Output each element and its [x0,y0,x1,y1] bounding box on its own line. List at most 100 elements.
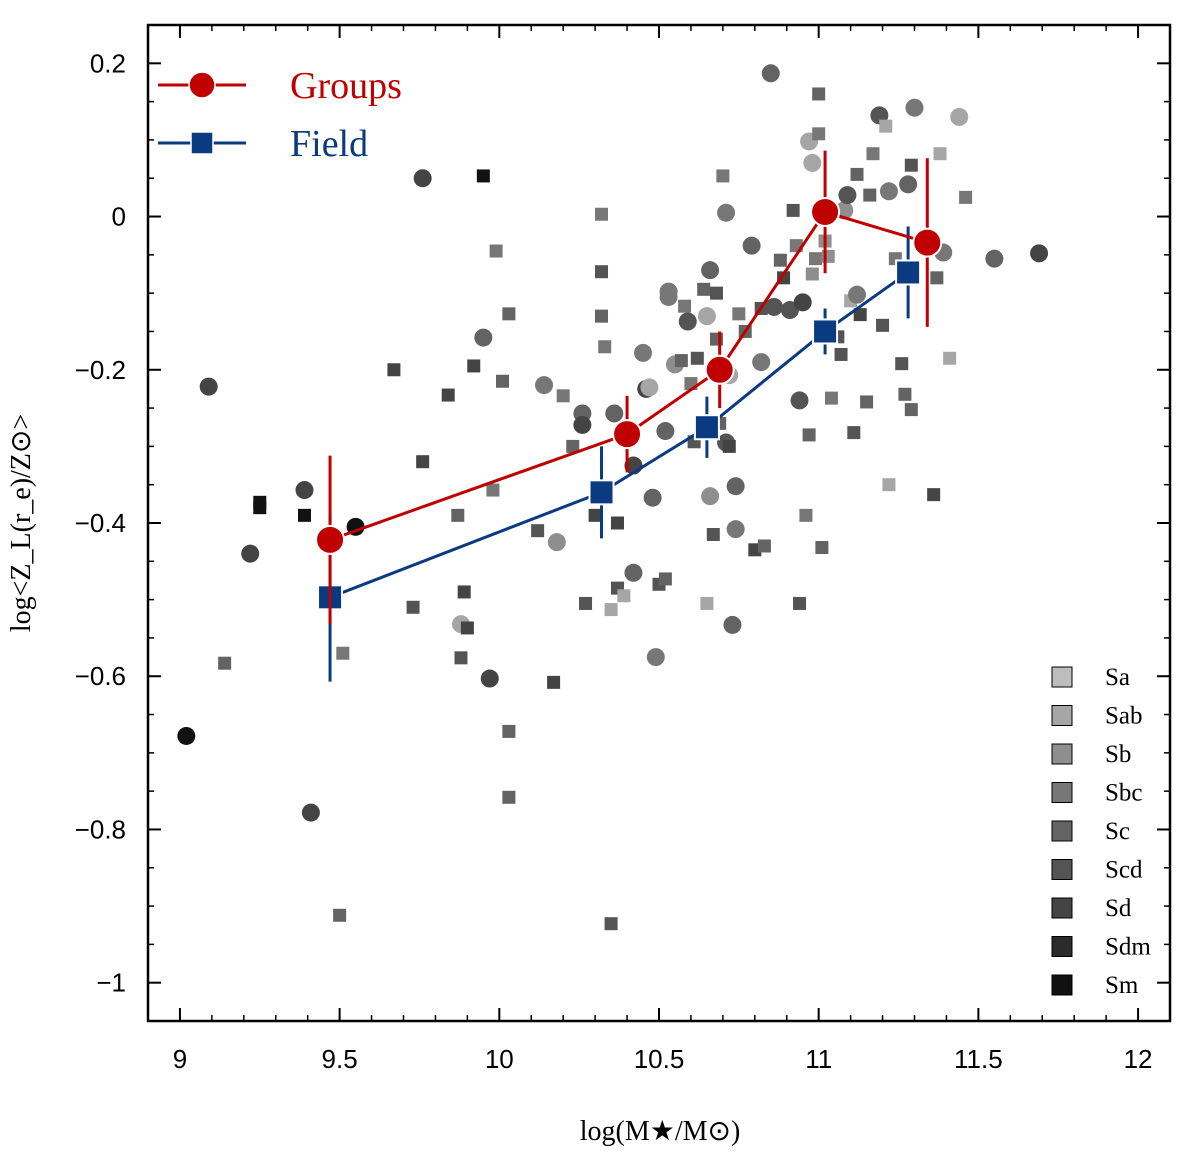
galaxy-point-54 [634,343,653,362]
morph-label-sab: Sab [1105,703,1143,730]
galaxy-point-97 [773,253,787,267]
galaxy-point-82 [717,203,736,222]
groups-line [329,210,928,542]
galaxy-point-1 [199,377,218,396]
morph-swatch-sd [1051,897,1073,919]
galaxy-point-147 [959,190,973,204]
galaxy-point-63 [659,287,678,306]
galaxy-point-128 [866,147,880,161]
galaxy-point-100 [786,203,800,217]
x-tick-label: 10.5 [634,1044,685,1074]
galaxy-point-134 [895,357,909,371]
groups-point [704,354,735,385]
galaxy-point-60 [658,572,672,586]
galaxy-point-40 [579,596,593,610]
galaxy-point-111 [812,87,826,101]
y-axis-title: log<Z_L(r_e)/Z⊙> [6,414,37,632]
galaxy-point-44 [595,309,609,323]
morph-swatch-sab [1051,705,1073,726]
y-tick-label: −0.4 [75,508,126,538]
galaxy-point-14 [413,169,432,188]
morph-label-sd: Sd [1105,895,1132,922]
groups-point [912,227,943,258]
galaxy-point-25 [480,669,499,688]
morph-swatch-sa [1051,666,1073,688]
galaxy-point-146 [950,107,969,126]
galaxy-point-27 [489,244,503,258]
galaxy-point-67 [678,312,697,331]
galaxy-point-21 [460,621,474,635]
galaxy-point-61 [656,422,675,441]
galaxy-point-66 [678,299,692,313]
galaxy-point-30 [502,724,516,738]
y-tick-label: −0.2 [75,355,126,385]
morph-label-sm: Sm [1105,972,1139,999]
plot-frame [146,23,1172,1023]
galaxy-point-65 [674,354,688,368]
galaxy-point-58 [646,648,665,667]
galaxy-point-109 [805,267,819,281]
morph-swatch-sb [1051,743,1073,765]
series-legend: Groups Field [158,65,402,165]
galaxy-point-131 [879,119,893,133]
galaxy-point-16 [441,388,455,402]
galaxy-point-138 [904,403,918,417]
galaxy-point-5 [253,501,267,515]
galaxy-point-2 [218,656,232,670]
galaxy-point-32 [531,524,545,538]
galaxy-point-9 [333,908,347,922]
axis-ticks: 9 9.5 10 10.5 11 11.5 12 0.2 0 −0.2 −0.4 −0.6 −0.8 −1 [75,24,1171,1074]
galaxy-point-85 [723,615,742,634]
galaxy-point-94 [757,539,771,553]
field-point [693,414,720,441]
galaxy-point-34 [547,675,561,689]
galaxy-point-126 [860,395,874,409]
galaxy-point-71 [697,282,711,296]
galaxy-point-130 [876,318,890,332]
galaxy-point-56 [640,378,659,397]
galaxy-point-116 [824,391,838,405]
galaxy-point-88 [732,307,746,321]
galaxy-point-80 [716,169,730,183]
galaxy-point-24 [474,328,493,347]
galaxy-point-125 [853,308,867,322]
galaxy-point-122 [847,426,861,440]
galaxy-point-3 [241,544,260,563]
galaxy-point-35 [547,533,566,552]
galaxy-point-8 [301,803,320,822]
galaxy-point-49 [610,516,624,530]
galaxy-point-48 [605,404,624,423]
morphology-legend: Sa Sab Sb Sbc Sc Scd Sd Sdm Sm [1051,664,1151,999]
galaxy-point-105 [799,508,813,522]
galaxy-point-74 [701,261,720,280]
galaxy-point-70 [690,351,704,365]
galaxy-point-77 [709,286,723,300]
galaxy-point-149 [1030,244,1049,263]
trend-series [315,150,943,682]
x-tick-label: 12 [1124,1044,1153,1074]
field-point [588,479,615,506]
galaxy-point-42 [595,207,609,221]
galaxy-point-37 [566,439,580,453]
morph-swatch-scd [1051,859,1073,880]
galaxy-point-127 [863,188,877,202]
galaxy-point-135 [898,387,912,401]
galaxy-point-132 [879,182,898,201]
galaxy-point-31 [502,790,516,804]
galaxy-point-123 [848,285,867,304]
galaxy-point-96 [764,297,783,316]
galaxy-point-83 [722,439,736,453]
morph-label-sa: Sa [1105,664,1130,691]
galaxy-point-113 [815,541,829,555]
galaxy-point-13 [406,600,420,614]
galaxy-point-112 [812,127,826,141]
galaxy-point-17 [451,508,465,522]
morph-label-sb: Sb [1105,741,1131,768]
galaxy-point-57 [643,488,662,507]
galaxy-point-143 [933,147,947,161]
galaxy-point-7 [295,481,314,500]
galaxy-point-136 [899,175,918,194]
y-tick-label: −0.8 [75,814,126,844]
galaxy-point-12 [387,363,401,377]
